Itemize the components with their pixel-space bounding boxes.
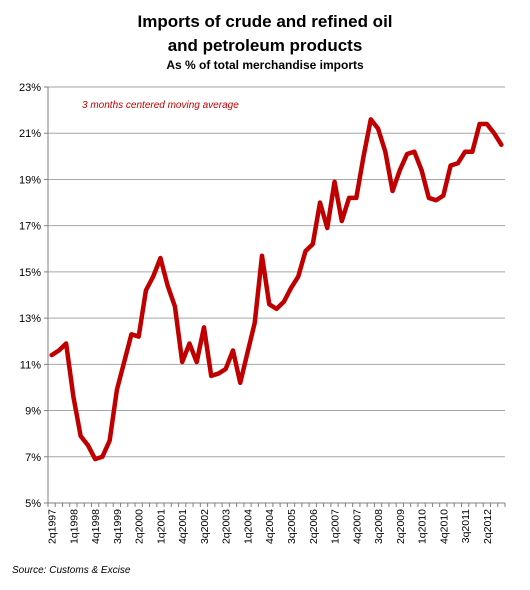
y-tick-label: 13% xyxy=(19,313,41,325)
source-note: Source: Customs & Excise xyxy=(12,565,131,576)
x-tick-label: 4q2010 xyxy=(438,509,450,544)
x-tick-label: 3q2011 xyxy=(460,509,472,543)
y-tick-label: 17% xyxy=(19,221,41,233)
x-tick-label: 2q2000 xyxy=(134,509,146,544)
x-tick-label: 3q2002 xyxy=(199,509,211,544)
x-tick-label: 2q2009 xyxy=(395,509,407,544)
x-tick-label: 4q1998 xyxy=(90,509,102,544)
x-tick-label: 2q2006 xyxy=(308,509,320,544)
x-tick-label: 1q1998 xyxy=(68,509,80,544)
chart-title-line2: and petroleum products xyxy=(167,36,363,55)
x-tick-label: 2q2012 xyxy=(482,509,494,544)
x-tick-label: 1q2007 xyxy=(330,509,342,544)
x-tick-label: 3q2005 xyxy=(286,509,298,544)
x-tick-label: 3q2008 xyxy=(373,509,385,544)
x-tick-label: 1q2010 xyxy=(417,509,429,544)
y-tick-label: 19% xyxy=(19,174,41,186)
chart-title: Imports of crude and refined oil xyxy=(137,12,393,31)
y-tick-label: 23% xyxy=(19,82,41,94)
gridlines: 5% 7% 9% 11% 13% 15% 17% 19% 21% 23% xyxy=(19,82,505,510)
x-tick-label: 1q2004 xyxy=(242,509,254,544)
x-tick-label: 2q2003 xyxy=(221,509,233,544)
x-tick-label: 4q2001 xyxy=(177,509,189,544)
x-tick-label: 2q1997 xyxy=(47,509,59,544)
x-tick-label: 3q1999 xyxy=(112,509,124,544)
x-tick-label: 1q2001 xyxy=(155,509,167,544)
chart-annotation: 3 months centered moving average xyxy=(82,100,239,111)
y-tick-label: 21% xyxy=(19,128,41,140)
x-tick-label: 4q2004 xyxy=(264,509,276,544)
series-line xyxy=(49,117,504,462)
y-tick-label: 5% xyxy=(25,498,41,510)
y-tick-label: 11% xyxy=(20,359,41,371)
x-tick-label: 4q2007 xyxy=(351,509,363,544)
y-tick-label: 9% xyxy=(25,406,41,418)
y-tick-label: 15% xyxy=(19,267,41,279)
chart-subtitle: As % of total merchandise imports xyxy=(166,58,364,72)
y-tick-label: 7% xyxy=(25,452,41,464)
